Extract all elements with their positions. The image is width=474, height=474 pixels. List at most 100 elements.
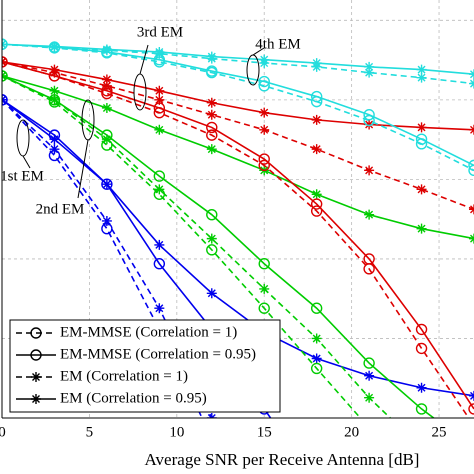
marker: [364, 165, 375, 176]
marker: [468, 159, 474, 172]
marker: [206, 65, 218, 77]
annotation: 2nd EM: [36, 201, 85, 217]
legend-label: EM-MMSE (Correlation = 1): [60, 324, 237, 340]
marker: [154, 46, 165, 57]
marker: [154, 184, 165, 195]
marker: [310, 205, 323, 217]
marker: [416, 72, 427, 83]
marker: [258, 153, 270, 165]
marker: [310, 362, 323, 375]
annotation: 1st EM: [0, 168, 44, 184]
marker: [364, 370, 375, 381]
marker: [49, 64, 60, 75]
marker: [415, 342, 428, 355]
marker: [364, 61, 375, 72]
marker: [363, 109, 375, 121]
marker: [468, 164, 474, 177]
marker: [364, 392, 375, 403]
series-line: [2, 61, 474, 131]
series-line: [2, 61, 474, 410]
x-tick-label: 25: [432, 424, 447, 440]
marker: [258, 159, 270, 172]
marker: [311, 58, 322, 69]
series-line: [2, 75, 392, 418]
series-line: [2, 61, 470, 418]
annotation-leader: [139, 44, 149, 75]
marker: [206, 129, 218, 141]
marker: [259, 124, 270, 135]
marker: [154, 303, 165, 314]
marker: [101, 215, 112, 226]
marker: [206, 288, 217, 299]
marker: [310, 90, 323, 103]
series-line: [2, 43, 474, 85]
marker: [30, 349, 42, 361]
marker: [206, 233, 217, 244]
marker: [363, 357, 375, 369]
marker: [154, 239, 165, 250]
marker: [311, 144, 322, 155]
legend-label: EM (Correlation = 0.95): [60, 390, 207, 406]
marker: [311, 353, 322, 364]
marker: [101, 179, 112, 190]
marker: [154, 85, 165, 96]
marker: [206, 109, 217, 120]
marker: [49, 144, 60, 155]
marker: [259, 54, 270, 65]
marker: [364, 67, 375, 78]
marker: [416, 184, 427, 195]
marker: [153, 170, 166, 182]
marker: [364, 209, 375, 220]
marker: [101, 102, 112, 113]
marker: [101, 80, 112, 91]
series-line: [2, 75, 474, 240]
marker: [468, 403, 474, 415]
annotation: 4th EM: [255, 36, 300, 52]
legend-box: [9, 319, 281, 413]
marker: [311, 114, 322, 125]
series-line: [2, 99, 474, 397]
annotation: 3rd EM: [137, 24, 183, 40]
x-tick-label: 5: [86, 424, 94, 440]
marker: [101, 44, 112, 55]
marker: [364, 119, 375, 130]
marker: [206, 121, 218, 134]
x-axis-label: Average SNR per Receive Antenna [dB]: [145, 450, 420, 469]
marker: [258, 302, 270, 314]
marker: [154, 94, 165, 105]
marker: [258, 75, 270, 88]
marker: [416, 64, 427, 75]
marker: [310, 302, 323, 314]
marker: [153, 258, 166, 270]
marker: [49, 41, 60, 52]
series-line: [2, 43, 474, 76]
x-tick-label: 20: [344, 424, 359, 440]
marker: [415, 323, 428, 336]
marker: [31, 372, 41, 382]
marker: [415, 133, 428, 145]
marker: [31, 394, 41, 404]
marker: [30, 327, 42, 339]
marker: [416, 122, 427, 133]
marker: [206, 208, 218, 221]
marker: [259, 107, 270, 118]
marker: [101, 74, 112, 85]
series-line: [2, 61, 474, 211]
marker: [206, 144, 217, 155]
marker: [416, 382, 427, 393]
marker: [206, 97, 217, 108]
marker: [258, 258, 270, 270]
marker: [311, 189, 322, 200]
marker: [49, 134, 60, 145]
marker: [363, 253, 375, 265]
series-line: [2, 43, 474, 172]
marker: [206, 51, 217, 62]
marker: [101, 134, 112, 145]
x-tick-label: 0: [0, 424, 6, 440]
annotation-leader: [22, 155, 31, 169]
marker: [49, 85, 60, 96]
annotation-leader: [77, 139, 89, 199]
marker: [311, 333, 322, 344]
